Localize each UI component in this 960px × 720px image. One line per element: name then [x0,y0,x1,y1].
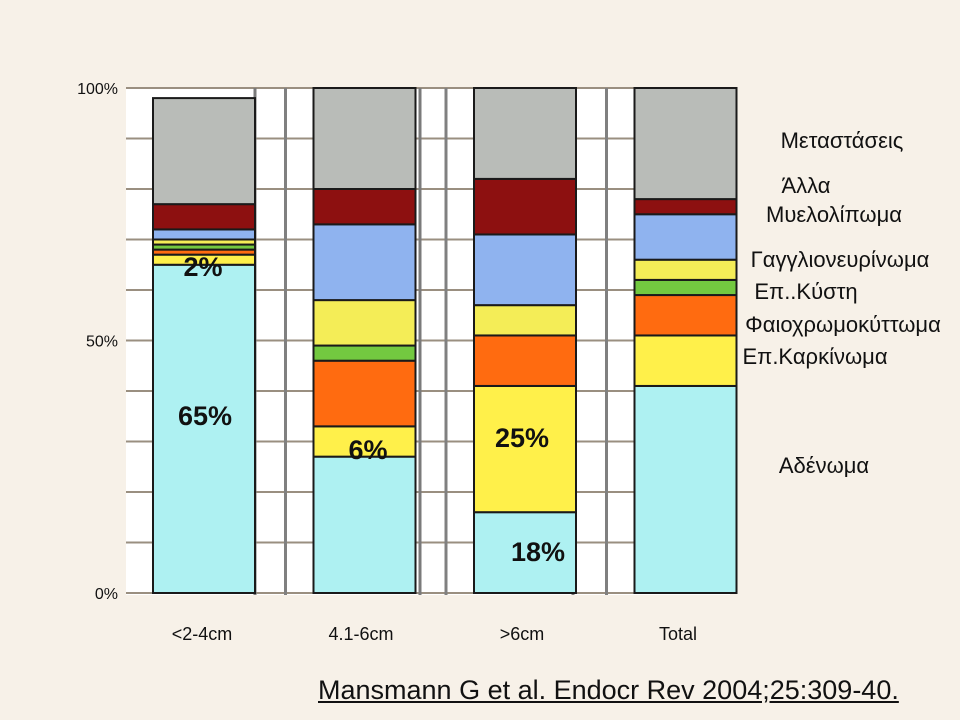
bar-segment-επ-καρκίνωμα-3 [473,384,577,514]
data-label: 18% [511,537,565,567]
bar-segment-αδένωμα-4 [633,384,738,595]
bar-segment-γαγγλιονευρίνωμα-4 [633,258,738,281]
x-tick-label: Total [659,624,697,644]
bar-segment-γαγγλιονευρίνωμα-3 [473,304,577,337]
bar-segment-επ-κύστη-2 [312,344,417,362]
bar-segment-φαιοχρωμοκύττωμα-2 [312,359,417,428]
citation: Mansmann G et al. Endocr Rev 2004;25:309… [318,675,899,705]
legend-label-μυελολίπωμα: Μυελολίπωμα [766,202,902,227]
bar-segment-άλλα-2 [312,188,417,226]
bar-segment-άλλα-3 [473,177,577,236]
data-label: 65% [178,401,232,431]
bar-segment-αδένωμα-2 [312,455,417,594]
legend-label-επ-κύστη: Επ..Κύστη [754,279,857,304]
x-tick-label: <2-4cm [172,624,233,644]
bar-segment-μεταστάσεις-2 [312,87,417,190]
bar-segment-μυελολίπωμα-2 [312,223,417,302]
x-tick-label: 4.1-6cm [328,624,393,644]
bar-segment-φαιοχρωμοκύττωμα-3 [473,334,577,387]
bar-segment-αδένωμα-3 [473,511,577,595]
bar-segment-φαιοχρωμοκύττωμα-4 [633,294,738,337]
bar-segment-επ-καρκίνωμα-4 [633,334,738,387]
bar-segment-μεταστάσεις-4 [633,87,738,201]
data-label: 6% [348,435,387,465]
legend-label-άλλα: Άλλα [781,173,830,198]
bar-segment-επ-κύστη-4 [633,278,738,297]
bar-segment-μυελολίπωμα-3 [473,233,577,307]
bar-segment-μυελολίπωμα-1 [152,228,256,241]
legend-label-επ-καρκίνωμα: Επ.Καρκίνωμα [742,344,887,369]
bar-segment-άλλα-1 [152,203,256,231]
bar-segment-μεταστάσεις-3 [473,87,577,180]
bar-segment-μεταστάσεις-1 [152,97,256,206]
bar-segment-αδένωμα-1 [152,263,256,594]
data-label: 25% [495,423,549,453]
y-tick-label: 0% [95,586,118,603]
x-tick-label: >6cm [500,624,545,644]
bar-segment-άλλα-4 [633,198,738,216]
legend-label-αδένωμα: Αδένωμα [779,453,870,478]
legend-label-μεταστάσεις: Μεταστάσεις [781,128,904,153]
bar-segment-μυελολίπωμα-4 [633,213,738,261]
y-tick-label: 50% [86,334,118,351]
legend-label-φαιοχρωμοκύττωμα: Φαιοχρωμοκύττωμα [745,312,941,337]
bar-segment-γαγγλιονευρίνωμα-2 [312,299,417,347]
data-label: 2% [183,252,222,282]
y-tick-label: 100% [77,81,118,98]
legend-label-γαγγλιονευρίνωμα: Γαγγλιονευρίνωμα [751,247,930,272]
